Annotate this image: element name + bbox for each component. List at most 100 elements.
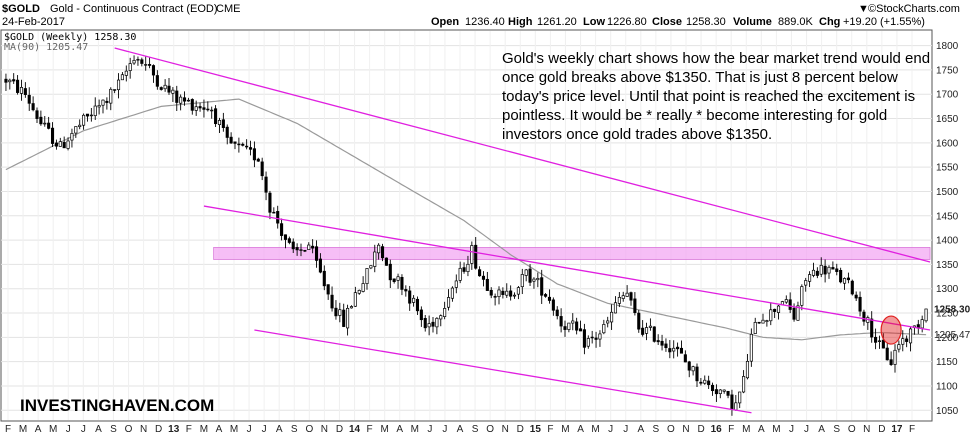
candle [501, 287, 505, 299]
candle [439, 314, 443, 327]
y-tick-label: 1050 [936, 406, 959, 417]
trendline [203, 205, 931, 331]
candle [128, 57, 132, 79]
candle [478, 266, 482, 277]
candle [159, 86, 163, 91]
annotation-line-4: pointless. It would be * really * become… [502, 107, 887, 124]
candle [800, 284, 804, 311]
candle [326, 284, 330, 300]
x-tick-label: O [486, 424, 494, 435]
candle [54, 139, 58, 150]
x-tick-label: A [758, 424, 765, 435]
x-tick-label: A [276, 424, 283, 435]
candle [47, 116, 51, 130]
x-tick-label: M [742, 424, 750, 435]
ma-path [5, 98, 927, 341]
candle [555, 306, 559, 320]
candle [575, 317, 579, 335]
candle [547, 289, 552, 304]
candle [745, 353, 750, 380]
y-tick-label: 1300 [936, 284, 959, 295]
high-label: High [508, 16, 533, 28]
highlight-circle [880, 315, 902, 345]
candle [551, 297, 555, 316]
candle [897, 340, 901, 353]
candle [462, 262, 466, 274]
low-value: 1226.80 [607, 16, 647, 28]
candle [163, 79, 167, 92]
candle [74, 126, 78, 138]
trendlines [114, 47, 931, 414]
candle [885, 342, 889, 361]
volume-value: 889.0K [778, 16, 814, 28]
candle [695, 363, 699, 388]
x-tick-label: J [66, 424, 71, 435]
candle [357, 289, 361, 295]
candle [761, 313, 765, 324]
open-label: Open [431, 16, 459, 28]
x-tick-label: A [35, 424, 42, 435]
candle [489, 287, 493, 299]
candle [167, 77, 171, 95]
candle [815, 267, 819, 279]
candle [831, 261, 835, 270]
candle [93, 97, 97, 120]
candle [155, 70, 159, 90]
candle [874, 328, 878, 350]
candle [808, 271, 812, 288]
candle [908, 327, 913, 352]
candle [563, 320, 567, 337]
x-tick-label: O [125, 424, 133, 435]
candle [578, 320, 583, 332]
y-tick-label: 1100 [936, 381, 958, 392]
candle [19, 79, 24, 101]
candle [722, 389, 726, 394]
close-value: 1258.30 [686, 16, 726, 28]
candle [39, 110, 43, 126]
candle [458, 261, 462, 284]
candle [179, 94, 183, 111]
candle [299, 243, 303, 257]
candle [481, 271, 486, 287]
candle [97, 99, 101, 115]
watermark: INVESTINGHAVEN.COM [20, 396, 214, 415]
candle [408, 285, 412, 311]
candle [598, 330, 602, 347]
x-tick-label: A [396, 424, 403, 435]
candle [854, 291, 858, 302]
candle [330, 286, 334, 312]
candle [27, 87, 31, 111]
candle [423, 314, 427, 332]
candle [839, 267, 843, 284]
candle [827, 265, 831, 279]
x-tick-label: N [863, 424, 870, 435]
candle [338, 302, 342, 323]
candle [214, 105, 218, 127]
legend-main: $GOLD (Weekly) 1258.30 [4, 32, 136, 43]
candle [823, 259, 827, 283]
candle [710, 382, 715, 396]
candle [221, 112, 225, 132]
candle [369, 265, 373, 270]
candle [4, 73, 8, 91]
candle [82, 113, 86, 130]
candle [625, 285, 629, 297]
candle [419, 306, 423, 327]
y-tick-label: 1350 [936, 260, 959, 271]
candle [633, 292, 637, 316]
last-close-label: 1258.30 [934, 304, 971, 315]
candle [687, 360, 691, 378]
candle [765, 319, 769, 327]
candle [140, 57, 144, 67]
candle [714, 384, 718, 402]
candle [617, 292, 621, 308]
candle [582, 323, 586, 355]
candle [16, 75, 20, 95]
x-tick-label: M [230, 424, 238, 435]
candle [784, 295, 788, 304]
candle [264, 171, 268, 201]
candle [497, 286, 501, 305]
candle [89, 107, 93, 122]
stockcharts-logo-icon: ▼ [858, 3, 869, 15]
x-tick-label: J [804, 424, 809, 435]
